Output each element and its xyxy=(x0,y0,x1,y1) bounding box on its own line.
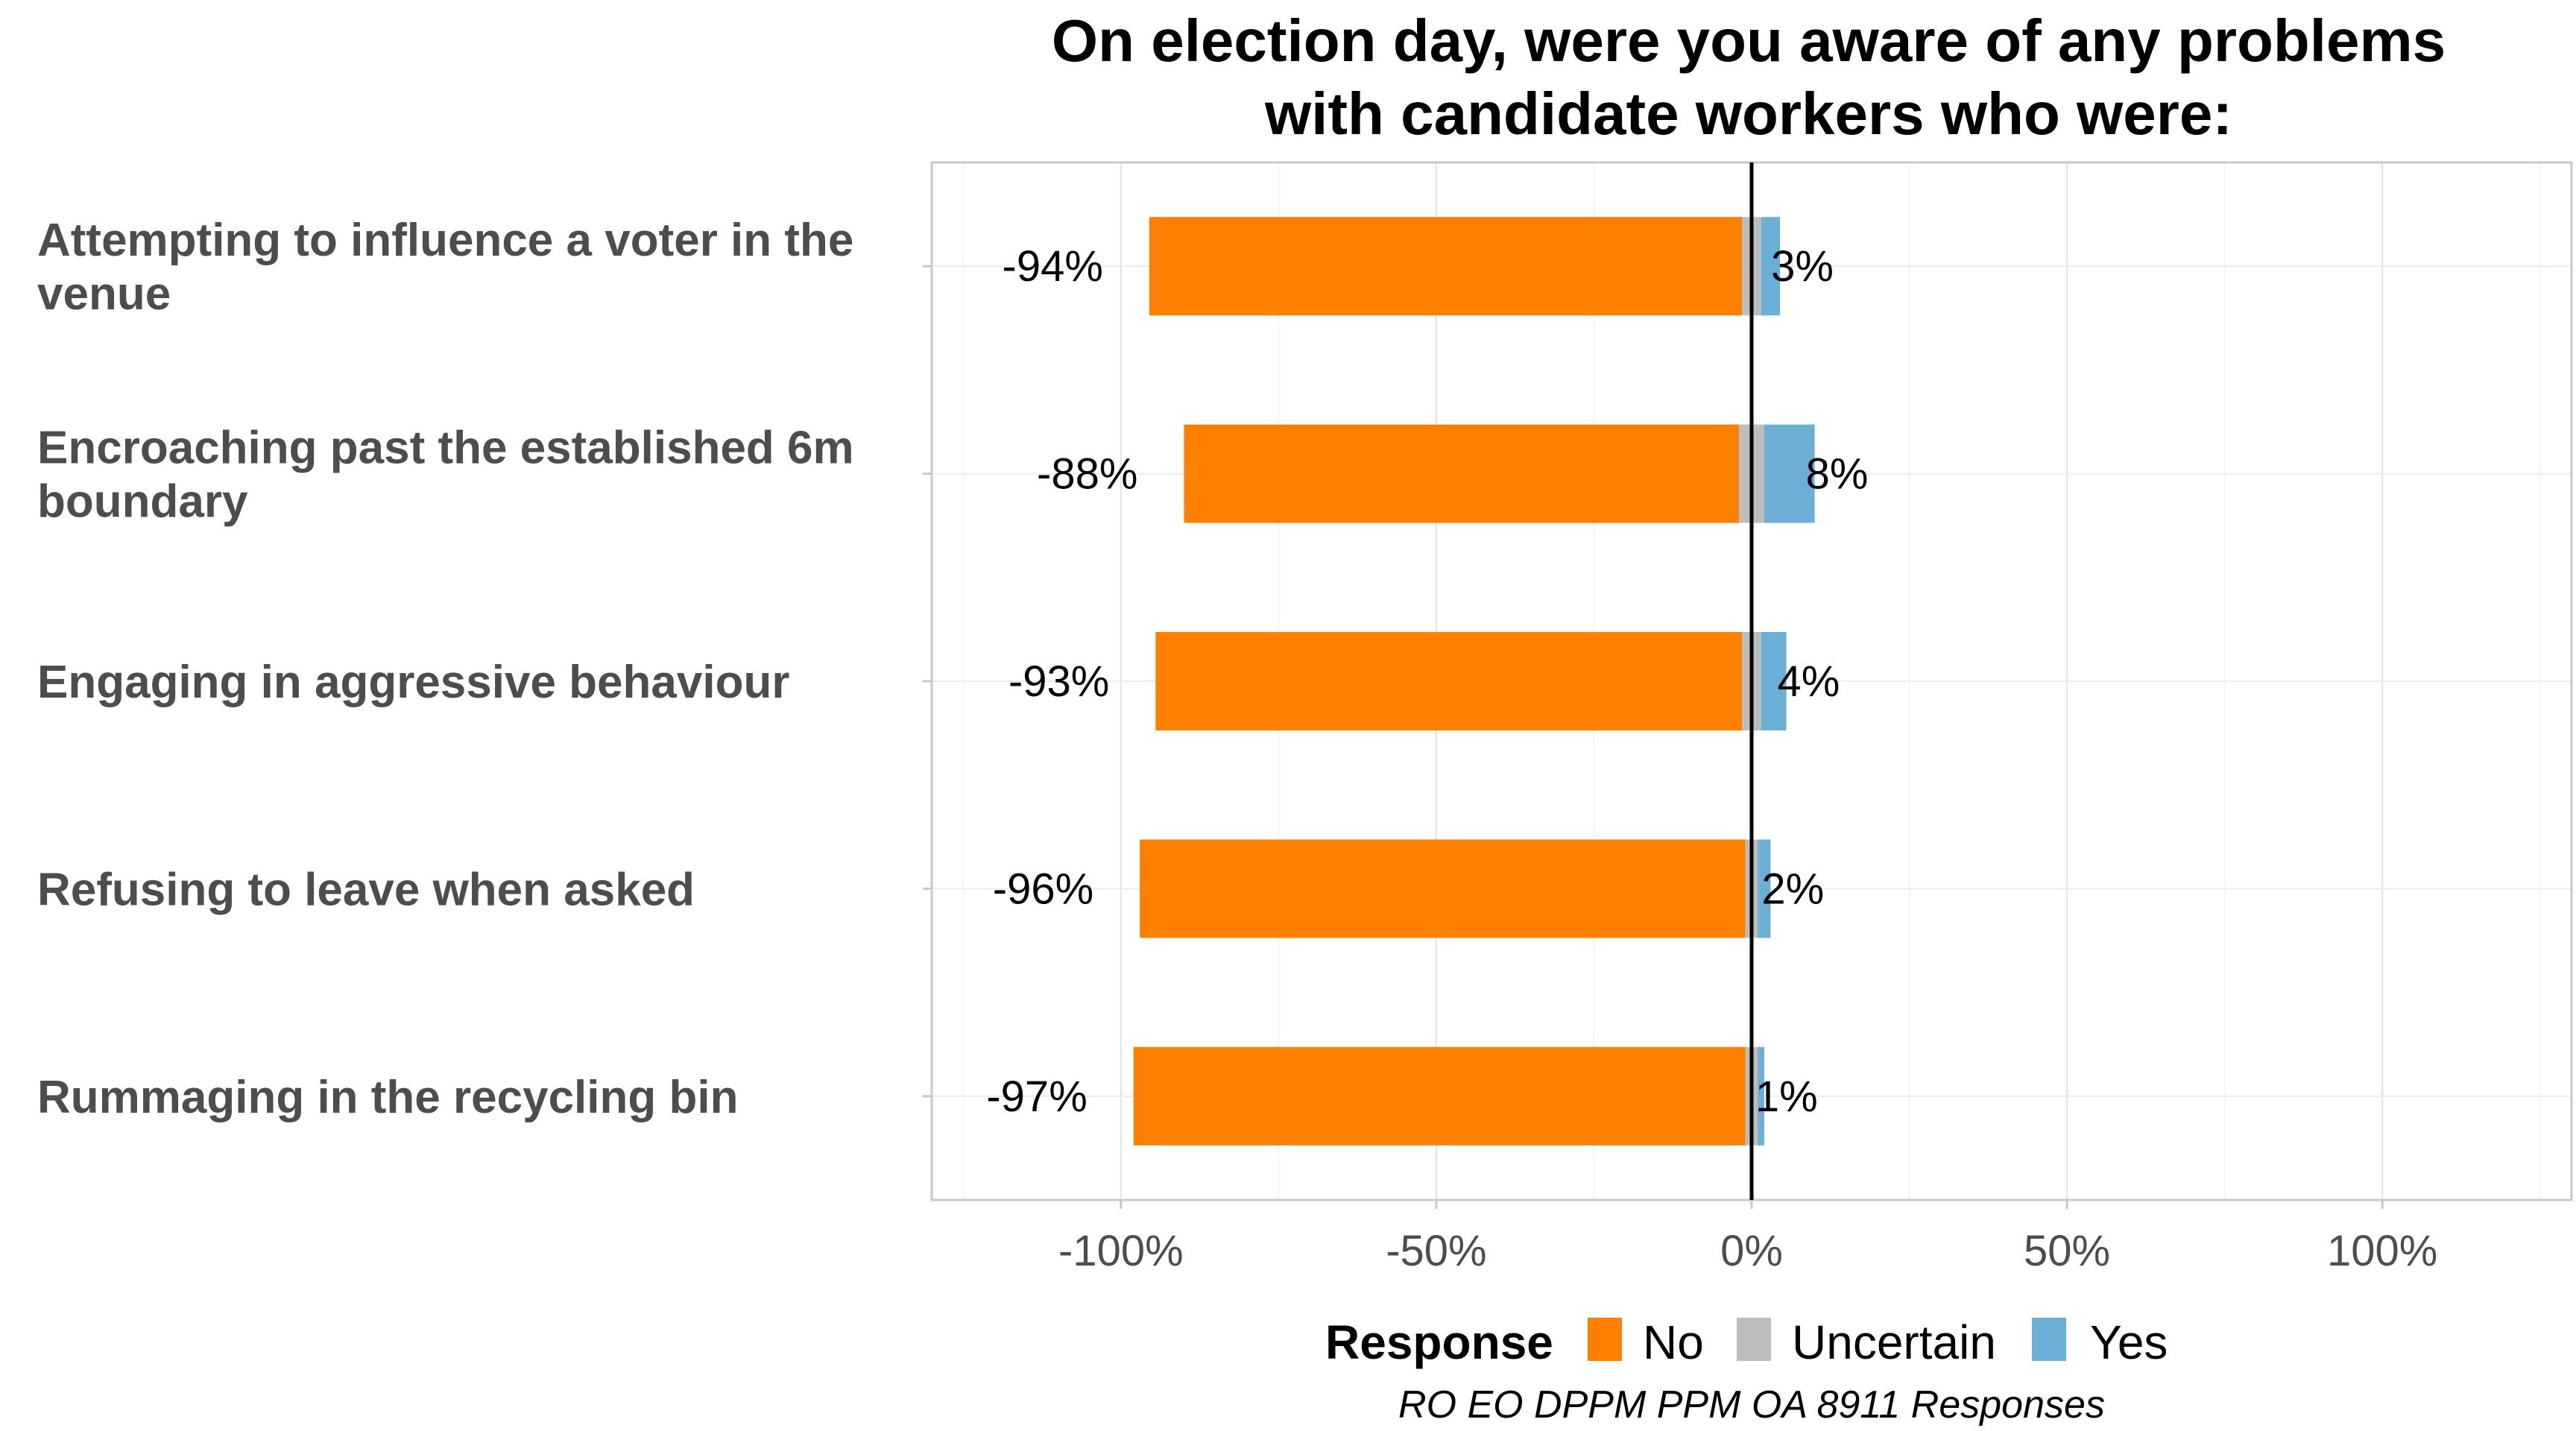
bar-no xyxy=(1133,1046,1746,1146)
category-label: Rummaging in the recycling bin xyxy=(37,1072,738,1123)
x-axis: -100% -50% 0% 50% 100% xyxy=(1058,1200,2437,1275)
bar-yes xyxy=(1764,424,1815,523)
legend-title: Response xyxy=(1325,1315,1553,1369)
data-label-no: -97% xyxy=(986,1073,1087,1121)
data-labels: -94% 3% -88% 8% -93% 4% -96% 2% -97% 1% xyxy=(986,242,1868,1121)
bar-no xyxy=(1140,839,1746,938)
bar-yes xyxy=(1761,632,1787,730)
legend-label-yes: Yes xyxy=(2090,1315,2168,1369)
x-tick-label: 50% xyxy=(2024,1227,2110,1275)
category-label: boundary xyxy=(37,476,248,528)
category-labels: Attempting to influence a voter in theve… xyxy=(37,215,932,1123)
category-label: Engaging in aggressive behaviour xyxy=(37,657,789,708)
bar-yes xyxy=(1758,1046,1764,1146)
legend-swatch-yes xyxy=(2032,1318,2066,1361)
data-label-yes: 4% xyxy=(1778,657,1840,706)
legend: Response No Uncertain Yes xyxy=(1325,1315,2168,1369)
x-tick-label: 100% xyxy=(2327,1227,2437,1275)
x-tick-label: -50% xyxy=(1386,1227,1486,1275)
bars xyxy=(1133,217,1815,1146)
category-label: Encroaching past the established 6m xyxy=(37,423,854,474)
bar-no xyxy=(1155,632,1743,730)
legend-label-no: No xyxy=(1643,1315,1704,1369)
chart-title-line-1: On election day, were you aware of any p… xyxy=(1052,7,2446,74)
data-label-no: -88% xyxy=(1037,450,1137,499)
data-label-yes: 2% xyxy=(1761,865,1824,913)
data-label-no: -96% xyxy=(993,865,1093,913)
category-label: venue xyxy=(37,268,171,320)
legend-swatch-uncertain xyxy=(1737,1318,1771,1361)
category-label: Refusing to leave when asked xyxy=(37,864,695,915)
bar-yes xyxy=(1761,217,1781,316)
chart-caption: RO EO DPPM PPM OA 8911 Responses xyxy=(1398,1383,2105,1427)
bar-no xyxy=(1149,217,1743,316)
bar-yes xyxy=(1758,839,1771,938)
x-tick-label: -100% xyxy=(1058,1227,1184,1275)
data-label-yes: 1% xyxy=(1755,1073,1818,1121)
x-tick-label: 0% xyxy=(1720,1227,1783,1275)
category-label: Attempting to influence a voter in the xyxy=(37,215,853,266)
data-label-no: -93% xyxy=(1008,657,1109,706)
data-label-yes: 3% xyxy=(1771,242,1834,291)
bar-no xyxy=(1184,424,1740,523)
legend-swatch-no xyxy=(1588,1318,1622,1361)
data-label-yes: 8% xyxy=(1806,450,1869,499)
chart-title-line-2: with candidate workers who were: xyxy=(1264,80,2232,147)
legend-label-uncertain: Uncertain xyxy=(1792,1315,1996,1369)
data-label-no: -94% xyxy=(1003,242,1103,291)
